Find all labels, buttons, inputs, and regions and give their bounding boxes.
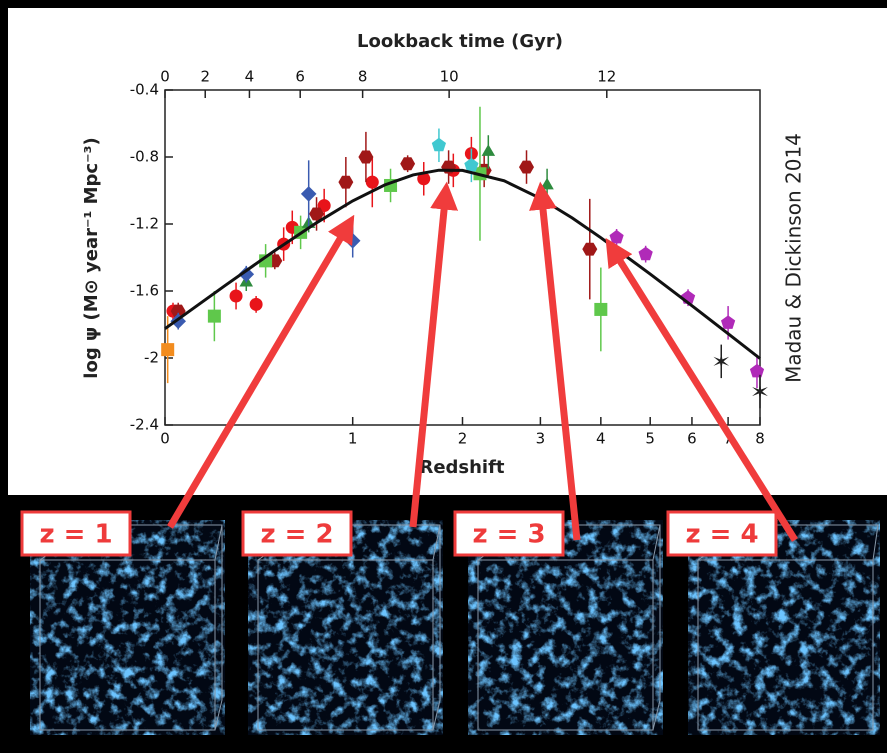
x2-tick-label: 0 xyxy=(160,68,170,86)
data-point xyxy=(749,363,765,378)
x2-tick-label: 6 xyxy=(295,68,305,86)
data-point xyxy=(752,382,768,401)
arrow xyxy=(605,237,798,542)
data-point xyxy=(338,175,354,189)
x2-tick-label: 2 xyxy=(200,68,210,86)
y-tick-label: -2 xyxy=(144,349,159,367)
data-point xyxy=(519,160,534,174)
data-point xyxy=(170,304,186,318)
x-tick-label: 6 xyxy=(687,430,697,448)
data-point xyxy=(417,172,431,186)
panel-label: z = 2 xyxy=(260,520,333,550)
data-point xyxy=(358,150,374,164)
data-point xyxy=(309,207,324,221)
data-point xyxy=(300,186,317,202)
arrow xyxy=(409,181,459,528)
y-tick-label: -0.4 xyxy=(130,81,159,99)
x2-tick-label: 10 xyxy=(440,68,459,86)
data-point xyxy=(713,352,730,371)
data-point xyxy=(238,266,255,283)
panel-label: z = 3 xyxy=(472,520,545,550)
data-point xyxy=(721,315,736,329)
data-point xyxy=(594,302,608,316)
x-tick-label: 8 xyxy=(755,430,765,448)
data-point xyxy=(249,297,263,311)
x-tick-label: 5 xyxy=(645,430,655,448)
label-box xyxy=(20,510,132,557)
arrow xyxy=(166,214,355,529)
y-tick-label: -2.4 xyxy=(130,416,159,434)
y-tick-label: -1.6 xyxy=(130,282,159,300)
x-tick-label: 1 xyxy=(348,430,358,448)
data-point xyxy=(638,246,653,261)
data-point xyxy=(161,343,175,357)
arrows xyxy=(166,181,798,542)
data-point xyxy=(582,242,598,256)
fit-curve xyxy=(164,168,761,360)
y-tick-label: -1.2 xyxy=(130,215,159,233)
top-axis-title: Lookback time (Gyr) xyxy=(357,31,563,52)
x2-tick-label: 8 xyxy=(358,68,368,86)
label-box xyxy=(453,510,565,557)
panel-label: z = 4 xyxy=(685,520,758,550)
data-point xyxy=(207,309,221,323)
y-tick-label: -0.8 xyxy=(130,148,159,166)
data-point xyxy=(481,144,496,156)
panel-label: z = 1 xyxy=(39,520,112,550)
z-labels: z = 1 z = 2 z = 3 z = 4 xyxy=(20,510,778,557)
chart-panel xyxy=(8,8,887,495)
y-axis-title: log ψ (M⊙ year⁻¹ Mpc⁻³) xyxy=(81,137,102,378)
data-point xyxy=(365,175,379,189)
x-tick-label: 2 xyxy=(458,430,468,448)
label-box xyxy=(241,510,353,557)
annotation: Madau & Dickinson 2014 xyxy=(782,133,806,383)
x-tick-label: 3 xyxy=(536,430,546,448)
data-point xyxy=(229,289,243,303)
x2-tick-label: 4 xyxy=(245,68,255,86)
arrow xyxy=(529,181,581,541)
data-point xyxy=(170,313,186,329)
x-tick-label: 0 xyxy=(160,430,170,448)
x2-tick-label: 12 xyxy=(597,68,616,86)
data-point xyxy=(400,157,416,171)
label-box xyxy=(666,510,778,557)
x-tick-label: 4 xyxy=(596,430,606,448)
simulation-panels xyxy=(30,520,880,735)
x-axis-title: Redshift xyxy=(419,457,504,478)
data-point xyxy=(464,157,479,172)
plot: -2.4-2-1.6-1.2-0.8-0.40 1 2 3 4 5 6 7 80 2 4 6 8 10 12 xyxy=(130,68,768,448)
data-point xyxy=(431,137,446,152)
